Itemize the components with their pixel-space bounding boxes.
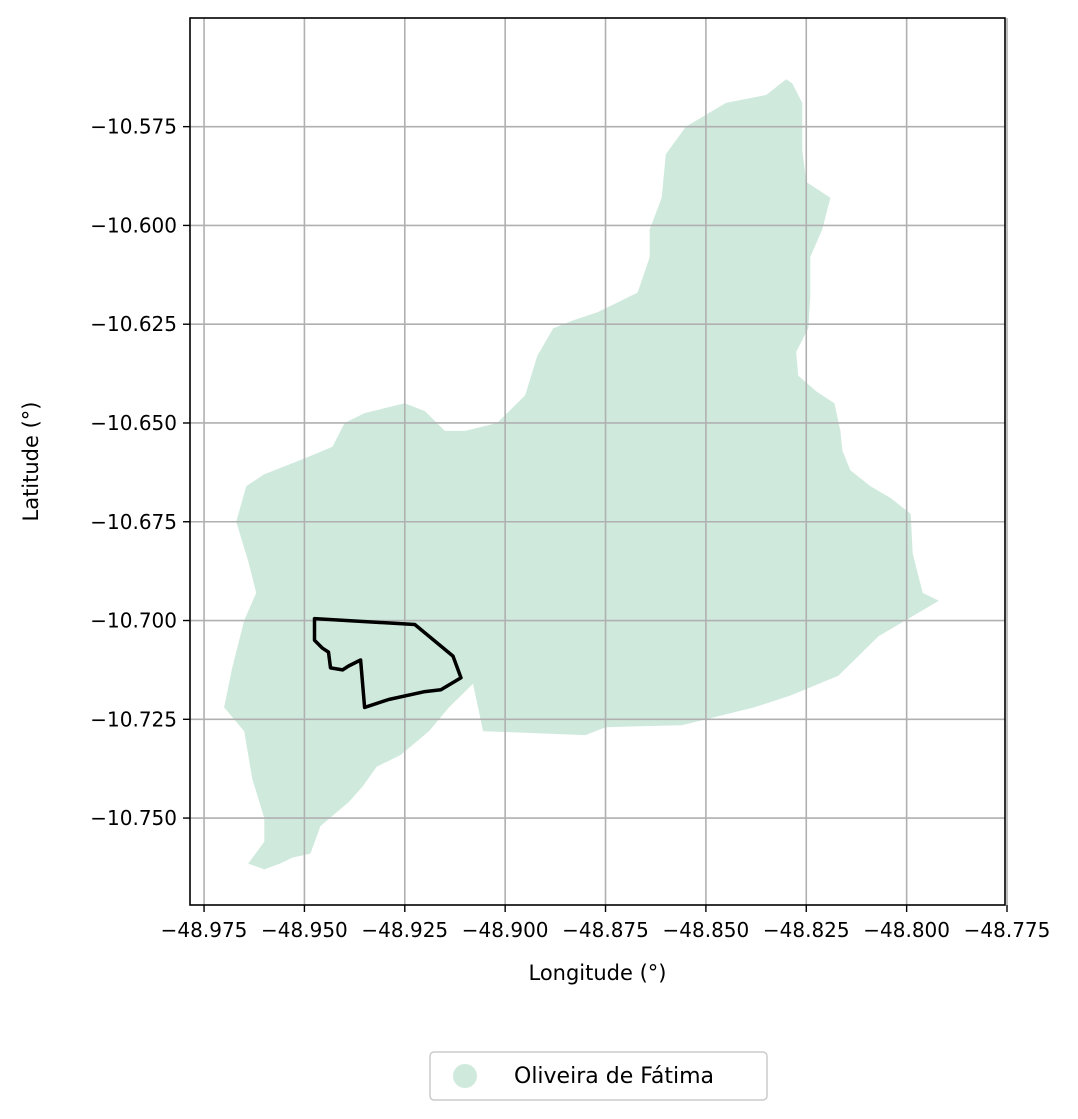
x-tick-label: −48.825 — [763, 918, 850, 942]
x-tick-label: −48.925 — [361, 918, 448, 942]
x-tick-label: −48.775 — [964, 918, 1051, 942]
x-tick-label: −48.950 — [261, 918, 348, 942]
legend-label: Oliveira de Fátima — [514, 1064, 714, 1089]
x-axis-label: Longitude (°) — [528, 961, 666, 985]
legend-marker — [453, 1064, 477, 1088]
y-tick-label: −10.575 — [90, 115, 177, 139]
x-tick-label: −48.800 — [863, 918, 950, 942]
y-tick-label: −10.600 — [90, 213, 177, 237]
y-axis-label: Latitude (°) — [19, 402, 43, 522]
x-tick-label: −48.975 — [161, 918, 248, 942]
y-tick-label: −10.625 — [90, 312, 177, 336]
x-tick-label: −48.850 — [663, 918, 750, 942]
x-tick-label: −48.875 — [562, 918, 649, 942]
x-tick-label: −48.900 — [462, 918, 549, 942]
y-tick-label: −10.675 — [90, 510, 177, 534]
legend: Oliveira de Fátima — [430, 1052, 767, 1100]
y-tick-label: −10.700 — [90, 609, 177, 633]
y-tick-label: −10.650 — [90, 411, 177, 435]
y-tick-label: −10.750 — [90, 806, 177, 830]
y-tick-label: −10.725 — [90, 707, 177, 731]
